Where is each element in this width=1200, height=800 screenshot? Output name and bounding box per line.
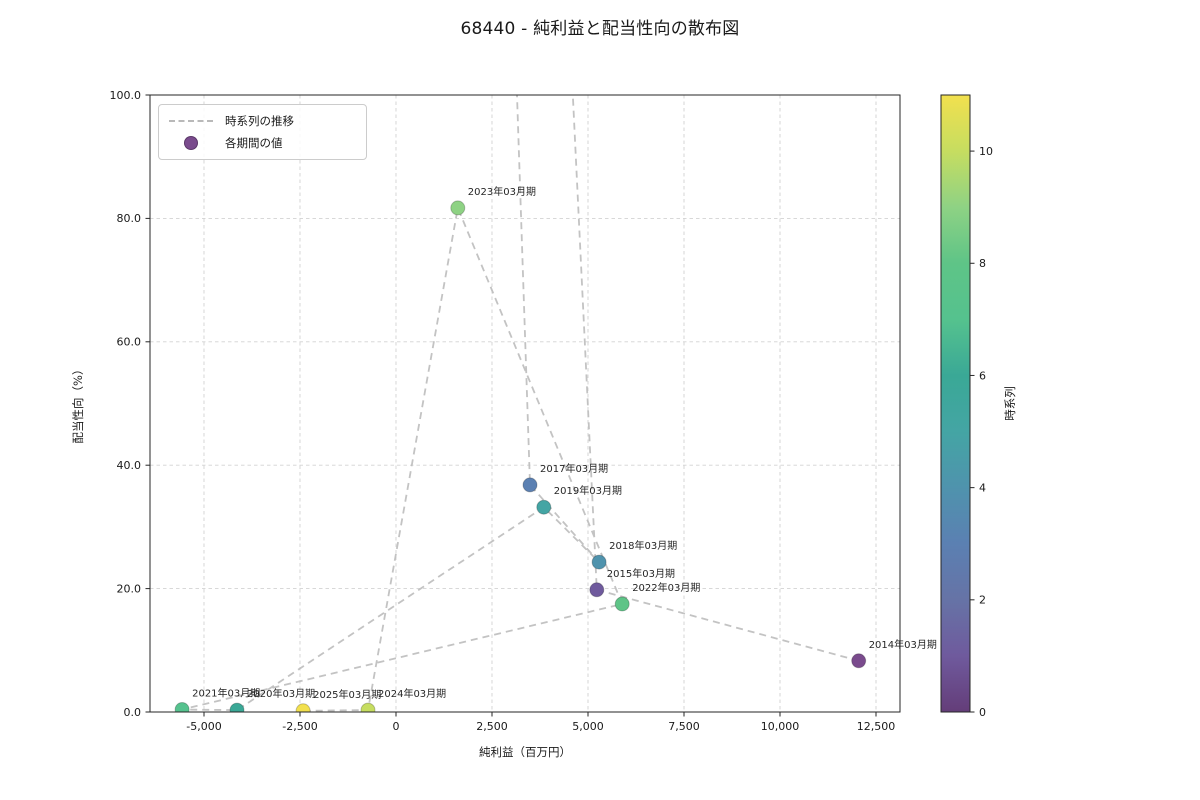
point-label: 2019年03月期 <box>554 484 622 497</box>
data-point <box>589 582 605 598</box>
data-point <box>229 702 245 712</box>
axes-frame <box>149 94 901 713</box>
dashed-line-icon <box>169 120 213 123</box>
x-tick-label: 7,500 <box>668 720 700 733</box>
x-axis-label: 純利益（百万円） <box>479 745 571 759</box>
legend-item-trajectory: 時系列の推移 <box>169 113 356 129</box>
colorbar-tick-label: 2 <box>979 594 986 607</box>
y-tick-label: 0.0 <box>124 706 142 719</box>
point-label: 2021年03月期 <box>192 687 260 700</box>
point-label: 2017年03月期 <box>540 462 608 475</box>
x-tick-label: 5,000 <box>572 720 604 733</box>
data-point <box>174 702 190 712</box>
point-label: 2020年03月期 <box>247 687 315 700</box>
x-tick-label: -5,000 <box>186 720 221 733</box>
y-tick-label: 60.0 <box>117 336 142 349</box>
point-label: 2018年03月期 <box>609 539 677 552</box>
data-point <box>450 200 466 216</box>
point-label: 2014年03月期 <box>869 638 937 651</box>
data-points <box>174 200 867 712</box>
data-point <box>851 653 867 669</box>
data-point <box>522 477 538 493</box>
x-tick-label: 0 <box>392 720 399 733</box>
legend-item-points: 各期間の値 <box>169 135 356 151</box>
legend: 時系列の推移 各期間の値 <box>158 104 367 160</box>
legend-marker-label: 各期間の値 <box>225 135 283 150</box>
x-tick-label: -2,500 <box>282 720 317 733</box>
data-point <box>295 703 311 712</box>
colorbar-ticks <box>970 150 975 713</box>
point-label: 2015年03月期 <box>607 567 675 580</box>
point-label: 2025年03月期 <box>313 688 381 701</box>
colorbar-frame <box>940 94 971 713</box>
point-label: 2023年03月期 <box>468 185 536 198</box>
colorbar <box>941 95 970 712</box>
colorbar-tick-label: 6 <box>979 369 986 382</box>
y-tick-label: 40.0 <box>117 459 142 472</box>
point-label: 2022年03月期 <box>632 581 700 594</box>
data-point <box>614 596 630 612</box>
x-tick-label: 12,500 <box>857 720 896 733</box>
legend-dot-sample-wrap <box>169 135 213 150</box>
point-label: 2024年03月期 <box>378 687 446 700</box>
colorbar-tick-labels: 0 2 4 6 8 10 <box>979 145 993 719</box>
colorbar-tick-label: 0 <box>979 706 986 719</box>
colorbar-tick-label: 8 <box>979 257 986 270</box>
y-tick-label: 100.0 <box>110 89 142 102</box>
point-labels: 2014年03月期 2015年03月期 2017年03月期 2018年03月期 2019… <box>192 185 937 701</box>
x-tick-label: 2,500 <box>476 720 508 733</box>
data-point <box>591 554 607 570</box>
chart-title: 68440 - 純利益と配当性向の散布図 <box>460 19 740 39</box>
colorbar-tick-label: 10 <box>979 145 993 158</box>
y-tick-label: 20.0 <box>117 582 142 595</box>
tick-labels: -5,000 -2,500 0 2,500 5,000 7,500 10,000 12,500… <box>110 89 896 733</box>
colorbar-label: 時系列 <box>1003 386 1017 421</box>
trajectory-line <box>181 95 859 712</box>
data-point <box>360 702 376 712</box>
y-tick-label: 80.0 <box>117 212 142 225</box>
colorbar-tick-label: 4 <box>979 481 986 494</box>
y-axis-label: 配当性向（%） <box>71 364 85 444</box>
tick-marks <box>145 94 877 717</box>
data-point <box>536 499 552 515</box>
legend-line-sample-wrap <box>169 120 213 123</box>
legend-line-label: 時系列の推移 <box>225 114 294 129</box>
circle-marker-icon <box>184 135 198 150</box>
x-tick-label: 10,000 <box>761 720 800 733</box>
